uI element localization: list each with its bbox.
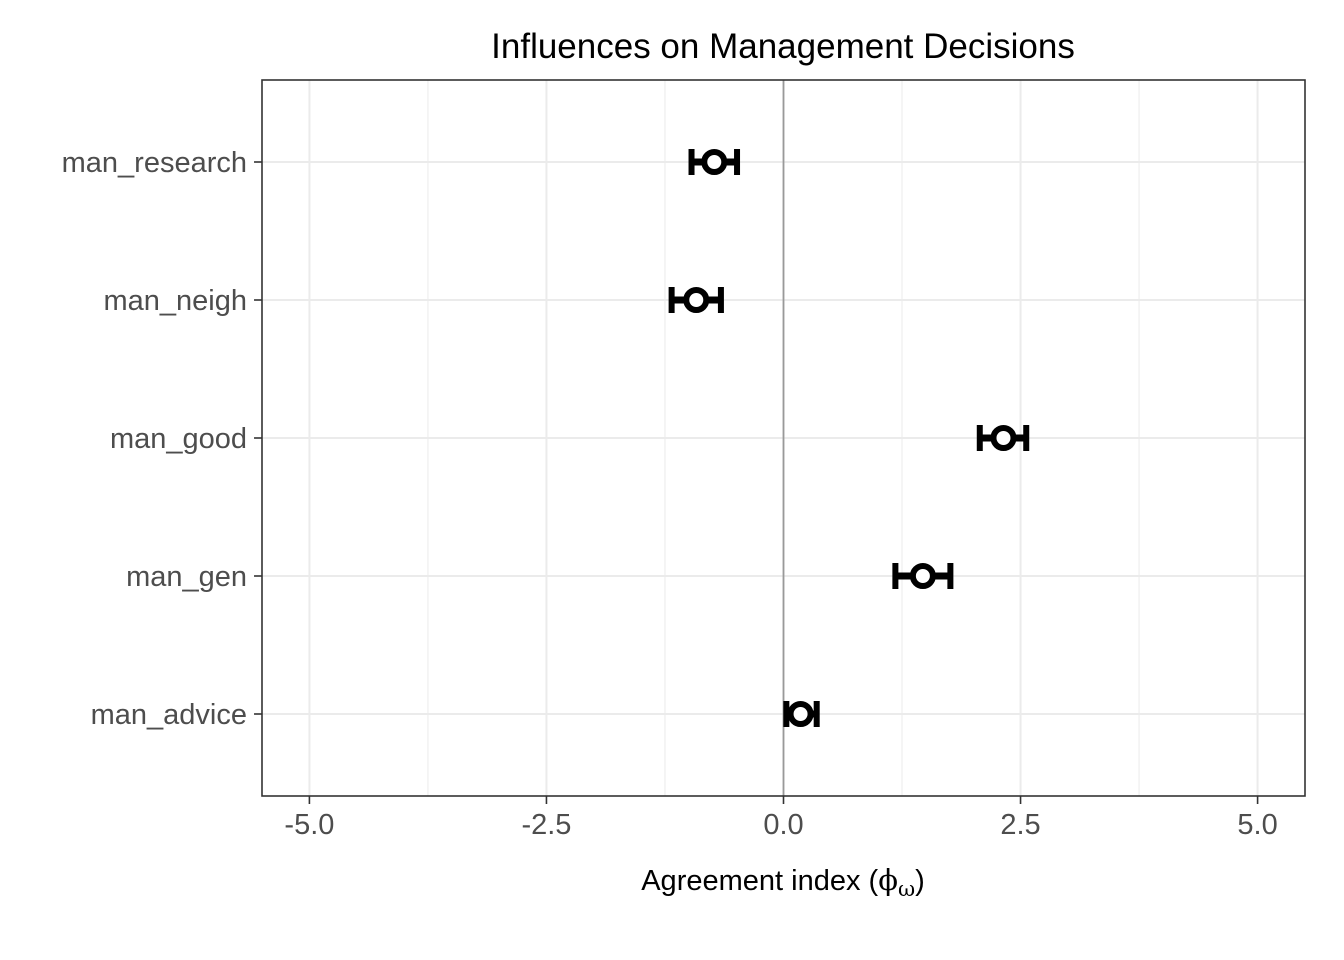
x-axis-title-subscript: ω [898, 877, 915, 901]
data-point-man_good [990, 425, 1017, 451]
y-tick-label: man_good [110, 423, 247, 455]
y-tick-label: man_research [62, 147, 247, 179]
x-tick-label: 0.0 [763, 809, 803, 841]
data-point-man_neigh [683, 287, 710, 313]
x-tick-label: 2.5 [1000, 809, 1040, 841]
x-axis-title: Agreement index (ϕω) [641, 863, 925, 901]
y-tick-label: man_advice [91, 699, 247, 731]
data-point-man_gen [909, 563, 936, 589]
axis-ticks: man_research man_neigh man_good man_gen man_… [62, 147, 1278, 841]
point-group-man_neigh [668, 287, 724, 313]
data-point-man_advice [787, 701, 814, 727]
y-tick-label: man_neigh [104, 285, 248, 317]
x-tick-label: 5.0 [1237, 809, 1277, 841]
x-axis-title-close: ) [915, 865, 925, 897]
point-group-man_gen [892, 563, 954, 589]
x-axis-title-symbol: ϕ [878, 863, 898, 897]
data-marks [668, 149, 1030, 727]
y-tick-label: man_gen [126, 561, 247, 593]
point-group-man_research [688, 149, 741, 175]
x-tick-label: -5.0 [284, 809, 334, 841]
point-group-man_good [976, 425, 1030, 451]
x-axis-title-text: Agreement index ( [641, 865, 878, 897]
point-group-man_advice [783, 701, 820, 727]
chart-title: Influences on Management Decisions [491, 27, 1075, 66]
data-point-man_research [701, 149, 728, 175]
x-tick-label: -2.5 [521, 809, 571, 841]
